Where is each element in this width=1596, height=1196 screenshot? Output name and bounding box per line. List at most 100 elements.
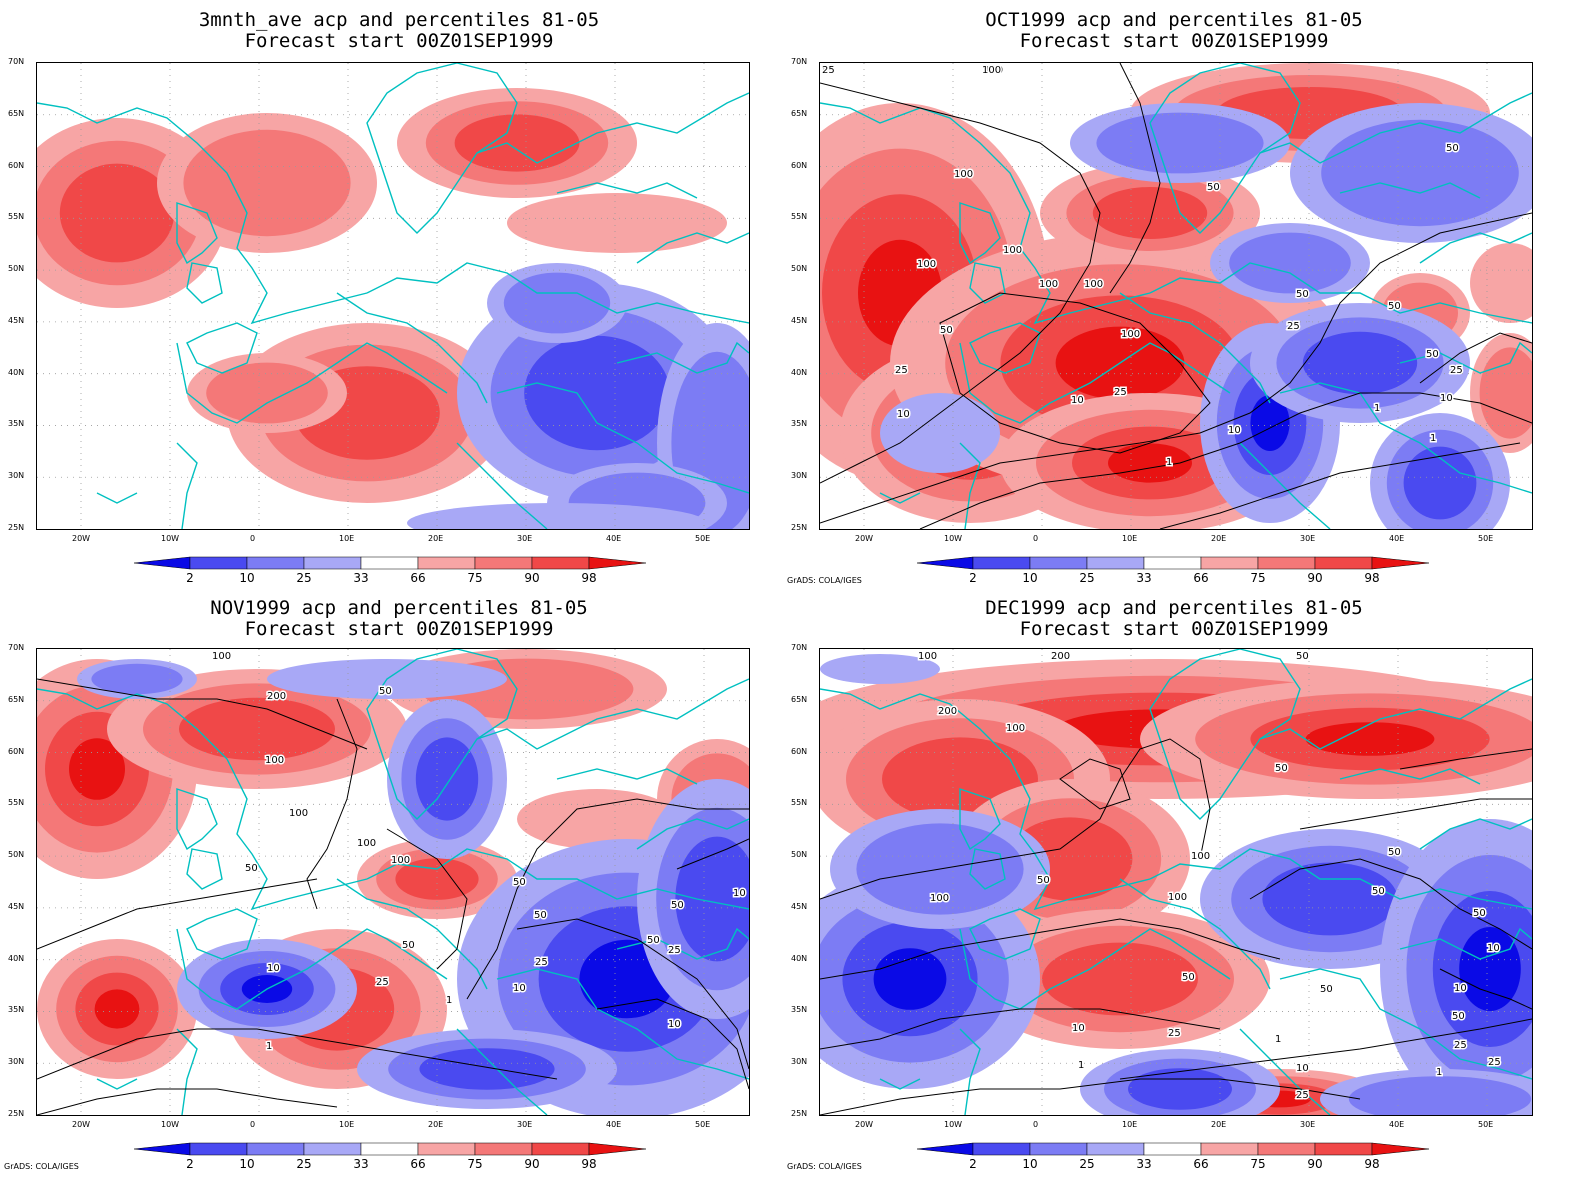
contour-label: 25	[1114, 387, 1127, 398]
longitude-tick-label: 20E	[1211, 534, 1227, 543]
colorbar-label: 66	[410, 571, 426, 585]
contour-label: 10	[1296, 1063, 1309, 1074]
colorbar-label: 10	[1022, 571, 1038, 585]
contour-label: 100	[982, 65, 1001, 76]
latitude-tick-label: 50N	[791, 850, 808, 860]
latitude-tick-label: 25N	[8, 523, 25, 532]
contour-label: 50	[1320, 984, 1333, 995]
longitude-tick-label: 50E	[1478, 1120, 1494, 1129]
longitude-tick-label: 30E	[1300, 1120, 1316, 1129]
longitude-tick-label: 10E	[339, 534, 355, 543]
contour-label: 10	[1487, 943, 1500, 954]
longitude-tick-label: 40E	[1389, 1120, 1405, 1129]
dry-anomaly-region	[1250, 303, 1470, 423]
latitude-tick-label: 40N	[791, 953, 808, 963]
map-canvas	[37, 63, 749, 529]
colorbar	[917, 1142, 1430, 1156]
latitude-tick-label: 70N	[791, 57, 808, 66]
contour-label: 25	[535, 957, 548, 968]
latitude-tick-label: 25N	[791, 523, 808, 532]
wet-anomaly-region	[970, 909, 1270, 1049]
longitude-tick-label: 0	[250, 1120, 256, 1129]
contour-label: 100	[954, 169, 973, 180]
contour-label: 25	[668, 945, 681, 956]
contour-label: 50	[1388, 847, 1401, 858]
latitude-tick-label: 65N	[791, 108, 808, 118]
colorbar-label: 98	[1364, 571, 1380, 585]
contour-label: 1	[446, 995, 452, 1006]
colorbar-label: 75	[467, 571, 483, 585]
title-line-1: OCT1999 acp and percentiles 81-05	[985, 9, 1363, 31]
longitude-tick-label: 50E	[1478, 534, 1494, 543]
longitude-tick-label: 10W	[161, 534, 180, 543]
latitude-tick-label: 50N	[8, 264, 25, 274]
contour-label: 1	[1275, 1034, 1281, 1045]
map-panel-4: DEC1999 acp and percentiles 81-05 Foreca…	[784, 590, 1596, 1196]
wet-anomaly-region	[1140, 679, 1532, 799]
colorbar-label: 33	[353, 1157, 369, 1171]
latitude-tick-label: 65N	[8, 108, 25, 118]
contour-label: 100	[930, 893, 949, 904]
longitude-tick-label: 10E	[339, 1120, 355, 1129]
dry-anomaly-region	[637, 779, 749, 1019]
colorbar-label: 33	[353, 571, 369, 585]
coastlines	[820, 63, 1532, 529]
dry-anomaly-region	[407, 503, 707, 529]
contour-label: 1	[1430, 433, 1436, 444]
longitude-tick-label: 10W	[161, 1120, 180, 1129]
contour-label: 50	[1372, 886, 1385, 897]
longitude-tick-label: 0	[1033, 534, 1039, 543]
longitude-tick-label: 10E	[1122, 1120, 1138, 1129]
contour-label: 1	[1374, 403, 1380, 414]
contour-label: 10	[267, 963, 280, 974]
contour-label: 100	[917, 259, 936, 270]
colorbar-label: 33	[1136, 1157, 1152, 1171]
title-line-1: NOV1999 acp and percentiles 81-05	[210, 597, 588, 619]
longitude-tick-label: 40E	[606, 1120, 622, 1129]
contour-label: 100	[1039, 279, 1058, 290]
latitude-tick-label: 30N	[791, 1057, 808, 1067]
contour-label: 50	[940, 325, 953, 336]
longitude-tick-label: 0	[250, 534, 256, 543]
contour-label: 1	[1078, 1060, 1084, 1071]
colorbar-label: 66	[1193, 571, 1209, 585]
latitude-tick-label: 30N	[791, 471, 808, 481]
map-panel-2: OCT1999 acp and percentiles 81-05 Foreca…	[784, 0, 1596, 590]
dry-anomaly-region	[880, 393, 1000, 473]
colorbar-label: 98	[581, 1157, 597, 1171]
dry-anomaly-region	[1210, 223, 1370, 303]
contour-label: 50	[822, 65, 835, 76]
map-plot-area: 100 100 100 100 100 100 100 100 50 50 50 50 50 50 25 25…	[819, 62, 1533, 530]
longitude-tick-label: 20W	[72, 1120, 91, 1129]
longitude-tick-label: 10W	[944, 534, 963, 543]
grads-credit: GrADS: COLA/IGES	[4, 1162, 79, 1171]
wet-anomaly-region	[357, 839, 517, 919]
latitude-tick-label: 45N	[791, 315, 808, 325]
colorbar-label: 90	[524, 1157, 540, 1171]
longitude-tick-label: 50E	[695, 1120, 711, 1129]
longitude-tick-label: 20W	[855, 534, 874, 543]
contour-label: 100	[1121, 329, 1140, 340]
colorbar-label: 2	[186, 1157, 194, 1171]
contour-label: 50	[1037, 875, 1050, 886]
contour-label: 100	[1084, 279, 1103, 290]
contour-label: 50	[513, 877, 526, 888]
wet-anomaly-region	[187, 353, 347, 433]
colorbar-label: 75	[1250, 571, 1266, 585]
longitude-tick-label: 20E	[428, 534, 444, 543]
colorbar-label: 33	[1136, 571, 1152, 585]
latitude-tick-label: 65N	[791, 694, 808, 704]
panel-title: 3mnth_ave acp and percentiles 81-05 Fore…	[0, 10, 798, 52]
dry-anomaly-region	[77, 659, 197, 699]
colorbar-label: 25	[296, 571, 312, 585]
longitude-tick-label: 0	[1033, 1120, 1039, 1129]
latitude-tick-label: 60N	[791, 160, 808, 170]
longitude-tick-label: 30E	[517, 534, 533, 543]
wet-anomaly-region	[1470, 333, 1532, 453]
contour-label: 1	[1166, 457, 1172, 468]
grads-credit: GrADS: COLA/IGES	[787, 576, 862, 585]
map-plot-area: 100 200 200 100 50 50 50 50 100 50 100 100 50 50 10 25 1…	[819, 648, 1533, 1116]
latitude-tick-label: 35N	[791, 419, 808, 429]
latitude-tick-label: 45N	[8, 315, 25, 325]
contour-label: 10	[1071, 395, 1084, 406]
